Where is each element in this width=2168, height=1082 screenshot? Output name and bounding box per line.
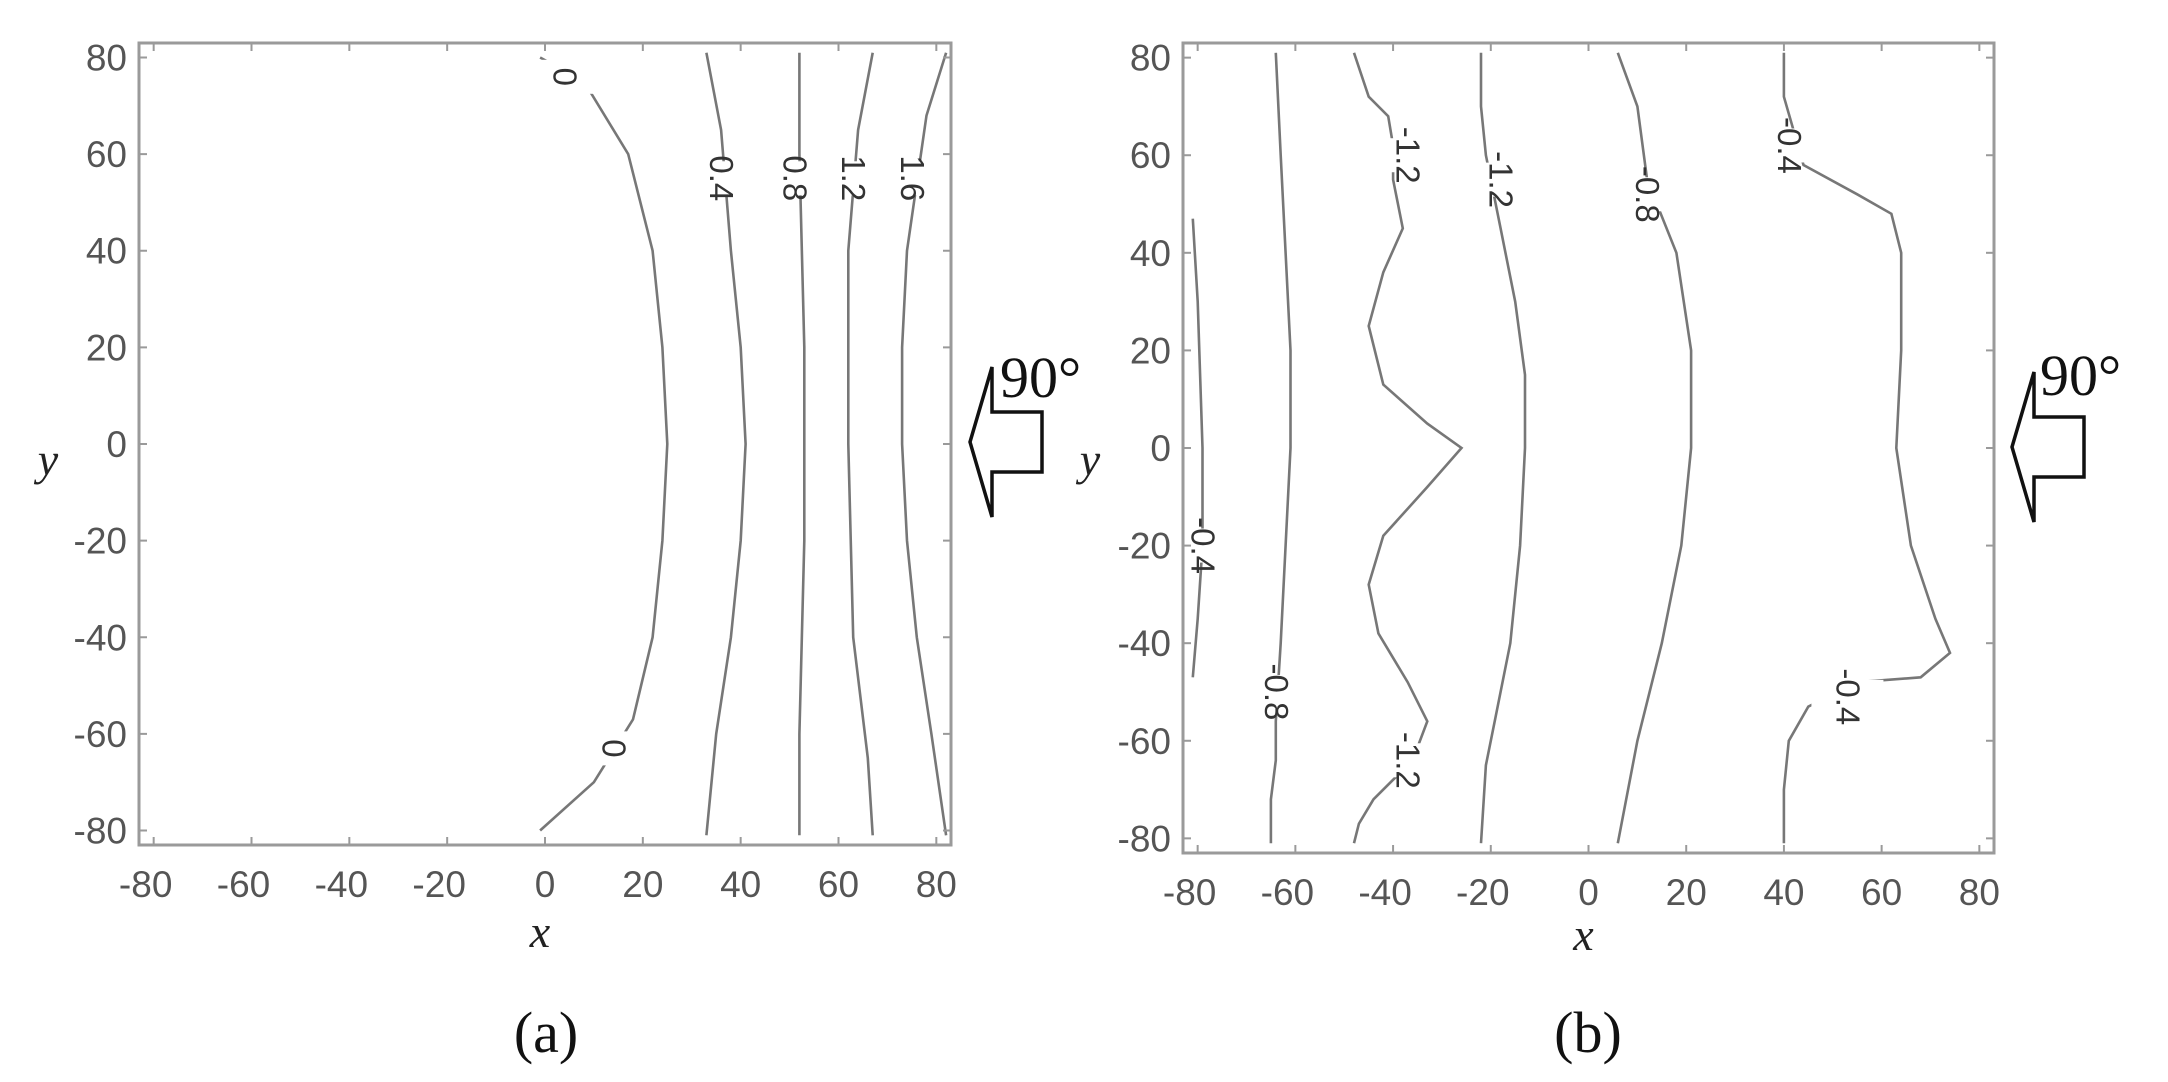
contour-label-0-0: 0: [547, 68, 584, 86]
y-tick-label: 40: [1130, 233, 1171, 274]
contour-label-gap: [1371, 138, 1444, 173]
x-tick-label: -80: [119, 864, 172, 905]
x-tick-label: 80: [916, 864, 957, 905]
contour-line-5: [1782, 52, 1952, 844]
contour-line-0: [1191, 218, 1204, 678]
x-tick-label: -20: [412, 864, 465, 905]
contour-line-2: [798, 52, 806, 836]
x-tick-label: 20: [1666, 872, 1707, 913]
contour-label-gap: [1811, 679, 1884, 714]
contour-label-4-0: 1.6: [894, 155, 931, 201]
contour-label-gap: [685, 161, 758, 196]
x-tick-label: 0: [535, 864, 556, 905]
y-axis-label: y: [1076, 434, 1101, 485]
y-tick-label: -20: [1118, 526, 1171, 567]
direction-angle-label: 90°: [1000, 345, 1081, 410]
y-tick-label: 0: [1150, 428, 1171, 469]
y-tick-label: 60: [1130, 135, 1171, 176]
y-tick-label: 20: [1130, 330, 1171, 371]
y-tick-label: 20: [86, 327, 127, 368]
contour-label-gap: [528, 59, 601, 94]
contour-label-1-0: 0.4: [703, 155, 740, 201]
contour-label-gap: [1371, 743, 1444, 778]
contour-label-gap: [1166, 528, 1239, 563]
y-tick-label: 40: [86, 231, 127, 272]
contour-label-3-0: -1.2: [1483, 151, 1520, 208]
contour-label-4-0: -0.8: [1629, 166, 1666, 223]
contour-label-gap: [1239, 674, 1312, 709]
y-tick-label: 80: [1130, 38, 1171, 79]
y-axis-label: y: [34, 434, 59, 485]
contour-line-4: [1616, 52, 1693, 844]
contour-label-gap: [758, 161, 831, 196]
direction-arrow-icon: [2010, 371, 2086, 523]
contour-label-2-1: -1.2: [1390, 732, 1427, 789]
contour-label-0-1: 0: [595, 739, 632, 757]
x-axis-label: x: [1572, 909, 1594, 960]
x-tick-label: 20: [622, 864, 663, 905]
contour-label-5-1: -0.4: [1829, 668, 1866, 725]
y-tick-label: 60: [86, 134, 127, 175]
y-tick-label: 80: [86, 37, 127, 78]
x-tick-label: 40: [720, 864, 761, 905]
y-tick-label: -20: [74, 521, 127, 562]
x-tick-label: -40: [1358, 872, 1411, 913]
y-tick-label: -80: [1118, 818, 1171, 859]
x-tick-label: -60: [1261, 872, 1314, 913]
y-tick-label: -60: [1118, 721, 1171, 762]
contour-label-gap: [1752, 128, 1825, 163]
x-tick-label: 40: [1763, 872, 1804, 913]
contour-line-3: [1479, 52, 1527, 844]
y-tick-label: 0: [106, 424, 127, 465]
direction-angle-label: 90°: [2040, 343, 2121, 408]
plot-frame: [1181, 41, 1996, 855]
panel-caption: (b): [1554, 1000, 1622, 1065]
direction-arrow-icon: [968, 366, 1044, 518]
contour-label-1-0: -0.8: [1258, 664, 1295, 721]
contour-line-4: [900, 52, 948, 836]
contour-label-2-0: -1.2: [1390, 127, 1427, 184]
contour-line-1: [1269, 52, 1292, 844]
x-tick-label: -40: [315, 864, 368, 905]
x-tick-label: 0: [1578, 872, 1599, 913]
panel-caption: (a): [514, 1000, 578, 1065]
contour-label-gap: [875, 161, 948, 196]
x-tick-label: -60: [217, 864, 270, 905]
contour-line-3: [847, 52, 874, 836]
contour-label-2-0: 0.8: [776, 155, 813, 201]
x-tick-label: 80: [1959, 872, 2000, 913]
contour-label-gap: [1464, 162, 1537, 197]
x-axis-label: x: [529, 906, 551, 957]
contour-label-gap: [577, 731, 650, 766]
x-tick-label: -80: [1163, 872, 1216, 913]
x-tick-label: -20: [1456, 872, 1509, 913]
y-tick-label: -60: [74, 714, 127, 755]
y-tick-label: -40: [74, 617, 127, 658]
contour-label-gap: [1611, 177, 1684, 212]
panel-a: 0 0 0.4 0.8 1.2 1.6 -80 -60 -40 -20 0 20 40 60 80 80 60 4…: [34, 37, 1081, 1065]
x-tick-label: 60: [1861, 872, 1902, 913]
contour-label-gap: [817, 161, 890, 196]
y-tick-label: -80: [74, 811, 127, 852]
contour-label-3-0: 1.2: [835, 155, 872, 201]
contour-line-0: [539, 56, 669, 832]
y-tick-label: -40: [1118, 623, 1171, 664]
panel-b: -0.4-0.8-1.2-1.2-1.2 -0.8-0.4-0.4-80 -60 -4…: [1076, 38, 2121, 1065]
contour-label-5-0: -0.4: [1771, 117, 1808, 174]
x-tick-label: 60: [818, 864, 859, 905]
